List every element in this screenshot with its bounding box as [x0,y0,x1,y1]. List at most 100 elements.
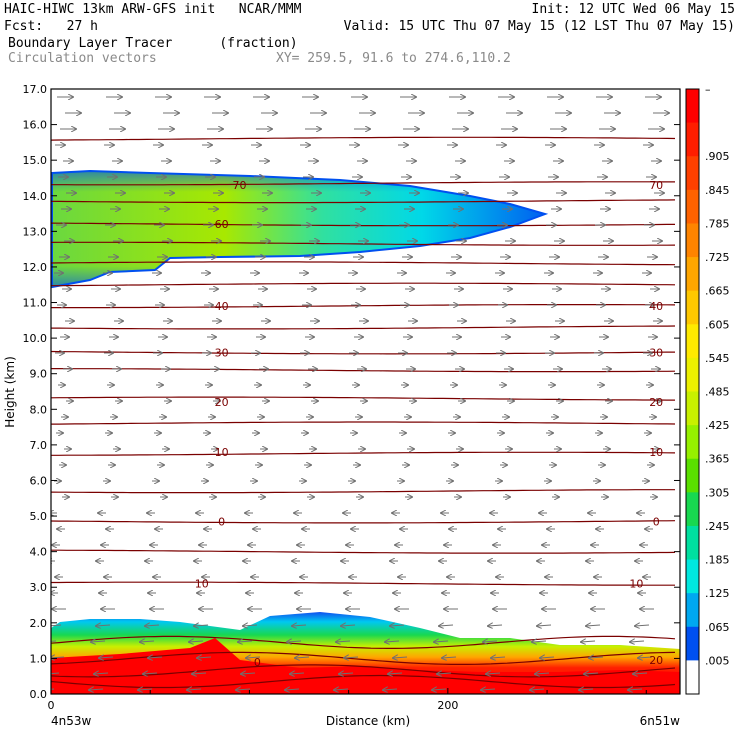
colorbar-swatch [686,492,699,527]
colorbar-label: .605 [705,318,730,331]
colorbar-label: .185 [705,554,730,567]
vector-arrow [579,689,594,690]
colorbar-label: .005 [705,654,730,667]
vector-arrow [145,625,160,626]
vector-arrow [99,657,114,658]
contour-label: 30 [215,346,229,359]
contour-labels: 70 70 60 40 40 30 30 20 20 10 10 0 0 10 10 0 20 [195,179,663,669]
contour-label: 40 [215,300,229,313]
contour-line [51,664,676,678]
colorbar-label: .485 [705,386,730,399]
vector-arrow [148,657,163,658]
colorbar-swatch [686,324,699,359]
vector-arrow [437,673,452,674]
y-tick-label: 11.0 [23,297,48,310]
contour-line [51,651,676,665]
vector-arrow [589,657,604,658]
vector-arrow [236,689,251,690]
colorbar-swatch [686,290,699,325]
forecast-hour: Fcst: 27 h [4,19,98,34]
contour-line [51,199,676,204]
vector-arrow [295,657,310,658]
contour-label: 10 [195,578,209,591]
vector-arrow [287,641,302,642]
y-tick-label: 16.0 [23,119,48,132]
contour-label: 10 [629,578,643,591]
colorbar-swatch [686,593,699,628]
colorbar-label: .785 [705,217,730,230]
y-tick-label: 3.0 [30,581,48,594]
colorbar-label: .125 [705,587,730,600]
contour-line [51,304,676,309]
contour-line [51,635,676,649]
colorbar-label: .365 [705,453,730,466]
y-tick-label: 9.0 [30,368,48,381]
colorbar-label: – [705,83,711,96]
colorbar-label: .065 [705,621,730,634]
y-tick-label: 1.0 [30,652,48,665]
vector-arrow [89,689,104,690]
theta-contours [51,136,676,689]
y-tick-label: 15.0 [23,154,48,167]
colorbar-label: .845 [705,184,730,197]
contour-line [51,350,675,355]
colorbar-swatch [686,525,699,561]
vector-arrow [138,689,153,690]
colorbar-swatch [686,559,699,594]
vector-arrow [194,625,209,626]
vector-arrow [238,641,253,642]
contour-line [51,325,676,330]
contour-label: 20 [215,396,229,409]
vector-arrow [390,625,405,626]
y-tick-label: 0.0 [30,688,48,701]
vector-arrow [628,689,643,690]
colorbar-swatch [686,156,699,191]
contour-label: 0 [218,515,225,528]
colorbar-swatch [686,458,699,493]
contour-line [51,282,676,287]
colorbar-swatch [686,223,699,258]
vector-arrow [96,625,111,626]
contour-label: 0 [254,656,261,669]
vector-arrow [339,673,354,674]
x-tick-label: 200 [437,699,458,712]
vector-arrow [197,657,212,658]
vector-arrow [635,625,650,626]
contour-label: 10 [649,446,663,459]
y-tick-label: 17.0 [23,83,48,96]
contour-line [51,549,676,554]
vector-arrow [537,625,552,626]
vector-arrow [334,689,349,690]
vector-arrow [388,673,403,674]
vector-arrow [630,641,645,642]
vector-arrow [486,673,501,674]
colorbar-swatch [686,425,699,460]
contour-line [51,451,676,456]
boundary-layer-red-core [51,638,680,694]
colorbar-label: .545 [705,352,730,365]
vector-arrow [638,657,653,658]
colorbar: – .905 .845 .785 .725 .665 .605 .545 .485 .425 .36… [685,83,730,695]
vector-arrow [51,640,57,642]
vector-arrow [633,673,648,674]
vector-arrow [383,689,398,690]
vector-arrow [586,625,601,626]
vector-title: Circulation vectors [8,51,157,66]
colorbar-frame [685,88,700,695]
vector-arrow [91,641,106,642]
x-right-location: 6n51w [640,714,681,728]
tracer-plume-edge [52,171,545,287]
y-tick-label: 14.0 [23,190,48,203]
contour-label: 70 [233,179,247,192]
contour-label: 30 [649,346,663,359]
contour-label: 40 [649,300,663,313]
vector-arrow [341,625,356,626]
colorbar-swatch [686,122,699,157]
vector-arrow [581,641,596,642]
vector-arrow [432,689,447,690]
vector-arrow [246,657,261,658]
vector-arrow [94,673,109,674]
vector-arrow [292,625,307,626]
vector-arrow [491,657,506,658]
y-tick-label: 5.0 [30,510,48,523]
